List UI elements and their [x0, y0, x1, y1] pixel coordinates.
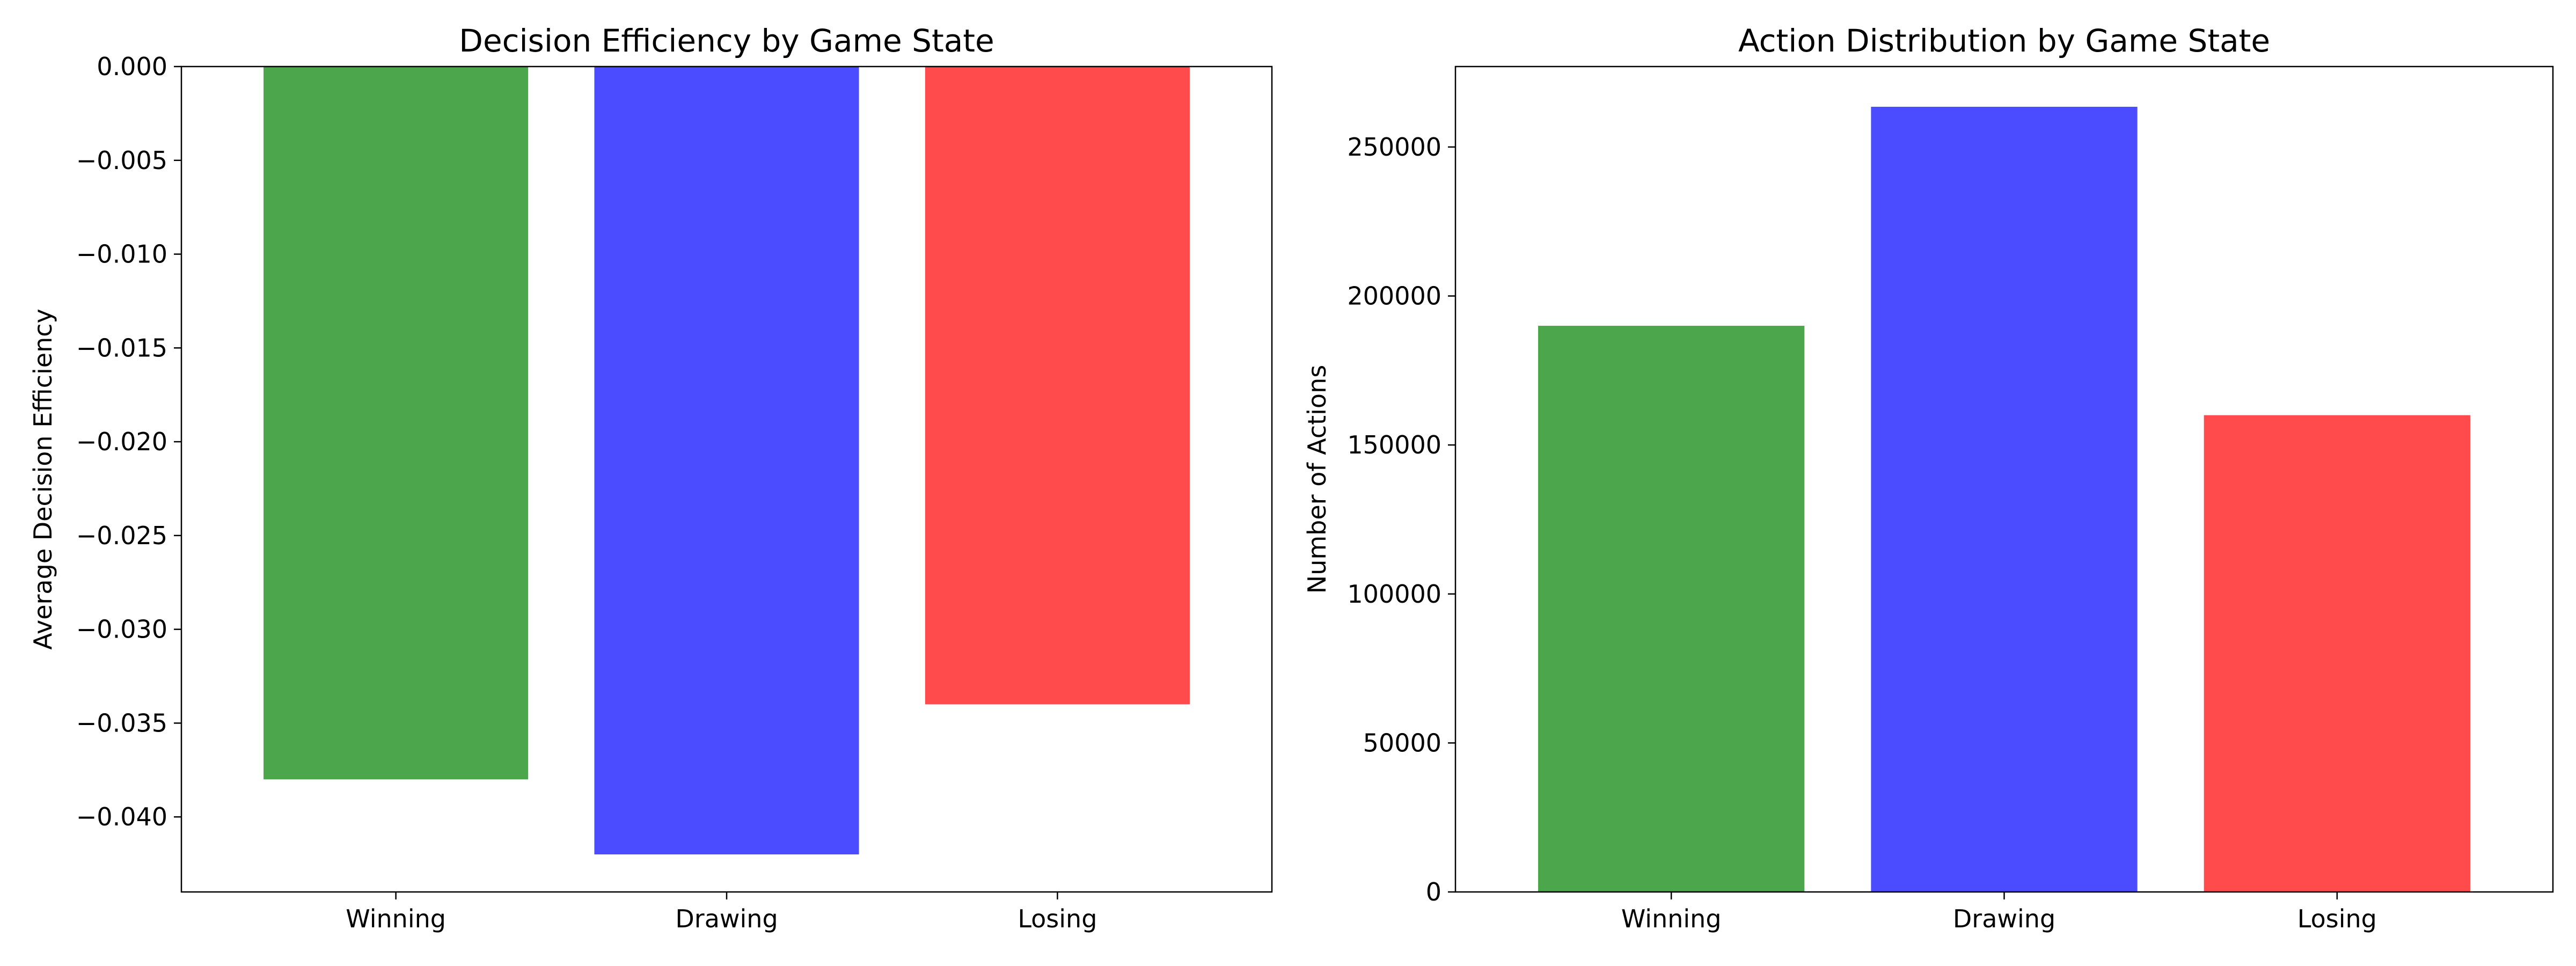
y-tick-label: −0.040: [76, 802, 167, 831]
y-tick-label: −0.015: [76, 333, 167, 362]
y-tick-label: 100000: [1347, 580, 1441, 609]
y-tick-label: 250000: [1347, 133, 1441, 162]
y-tick-label: 200000: [1347, 282, 1441, 311]
bar-losing: [925, 67, 1190, 705]
y-tick-label: −0.005: [76, 146, 167, 175]
x-tick-label: Drawing: [1953, 904, 2055, 933]
y-axis-label: Number of Actions: [1302, 365, 1331, 594]
y-tick-label: 150000: [1347, 430, 1441, 459]
x-tick-label: Losing: [2297, 904, 2377, 933]
y-tick-label: −0.030: [76, 615, 167, 644]
chart-action-distribution: 0 50000 100000 150000 200000 250000 Winning Dra…: [1302, 23, 2554, 933]
bar-drawing: [1871, 106, 2138, 892]
y-tick-label: −0.035: [76, 708, 167, 737]
x-tick-label: Winning: [346, 904, 446, 933]
x-tick-label: Drawing: [675, 904, 778, 933]
chart-decision-efficiency: 0.000 −0.005 −0.010 −0.015 −0.020 −0.025 −0.03…: [28, 23, 1273, 933]
y-tick-label: −0.020: [76, 427, 167, 456]
bar-drawing: [594, 67, 859, 855]
chart-title: Decision Efficiency by Game State: [459, 23, 994, 59]
y-tick-label: 0.000: [97, 52, 167, 81]
y-tick-label: −0.025: [76, 521, 167, 550]
bar-winning: [264, 67, 529, 780]
y-axis-label: Average Decision Efficiency: [28, 309, 57, 650]
chart-title: Action Distribution by Game State: [1738, 23, 2270, 59]
y-tick-label: −0.010: [76, 240, 167, 269]
x-tick-label: Winning: [1621, 904, 1722, 933]
bar-losing: [2204, 415, 2470, 892]
bar-winning: [1538, 326, 1805, 892]
x-tick-label: Losing: [1018, 904, 1097, 933]
y-tick-label: 0: [1426, 877, 1441, 906]
y-tick-label: 50000: [1363, 728, 1441, 757]
